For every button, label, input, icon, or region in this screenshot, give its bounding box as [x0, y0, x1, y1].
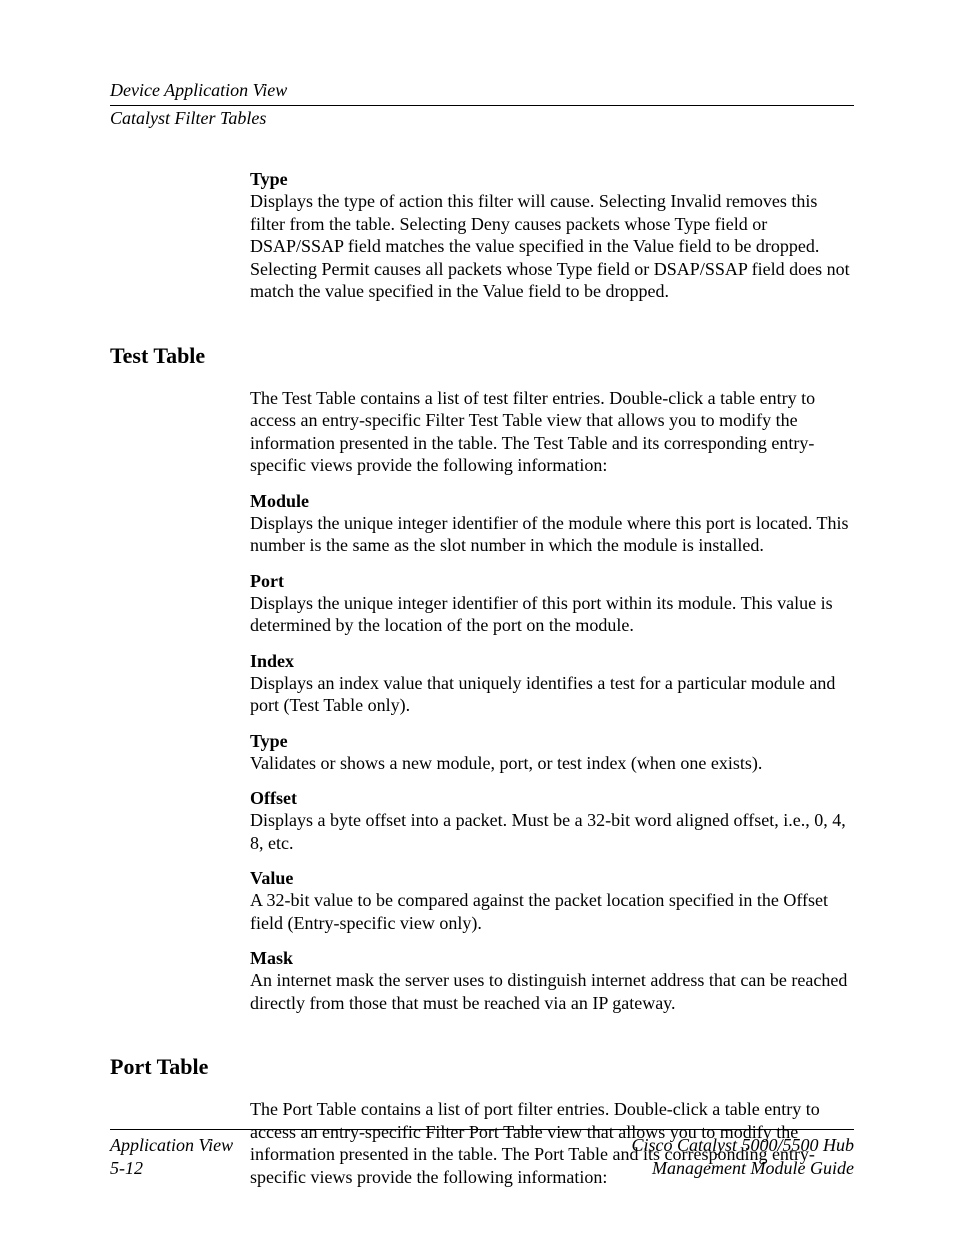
footer-left: Application View 5-12: [110, 1134, 233, 1179]
def-body-module: Displays the unique integer identifier o…: [250, 512, 854, 557]
port-table-heading: Port Table: [110, 1054, 854, 1080]
def-body-type: Validates or shows a new module, port, o…: [250, 752, 854, 775]
def-body-mask: An internet mask the server uses to dist…: [250, 969, 854, 1014]
test-table-heading: Test Table: [110, 343, 854, 369]
type-body: Displays the type of action this filter …: [250, 190, 854, 303]
footer-right-1: Cisco Catalyst 5000/5500 Hub: [631, 1134, 854, 1157]
header-top-line: Device Application View: [110, 80, 854, 103]
type-definition-block: Type Displays the type of action this fi…: [250, 169, 854, 303]
def-body-port: Displays the unique integer identifier o…: [250, 592, 854, 637]
def-term-value: Value: [250, 868, 854, 889]
header-bottom-line: Catalyst Filter Tables: [110, 108, 854, 129]
def-term-port: Port: [250, 571, 854, 592]
footer-left-1: Application View: [110, 1134, 233, 1157]
type-term: Type: [250, 169, 854, 190]
def-body-index: Displays an index value that uniquely id…: [250, 672, 854, 717]
footer-right: Cisco Catalyst 5000/5500 Hub Management …: [631, 1134, 854, 1179]
footer-left-2: 5-12: [110, 1157, 233, 1180]
def-term-index: Index: [250, 651, 854, 672]
footer-row: Application View 5-12 Cisco Catalyst 500…: [110, 1134, 854, 1179]
document-page: Device Application View Catalyst Filter …: [0, 0, 954, 1235]
def-body-offset: Displays a byte offset into a packet. Mu…: [250, 809, 854, 854]
def-term-offset: Offset: [250, 788, 854, 809]
header-rule: [110, 105, 854, 106]
test-table-defs: Module Displays the unique integer ident…: [250, 491, 854, 1015]
test-table-intro: The Test Table contains a list of test f…: [250, 387, 854, 477]
def-term-type: Type: [250, 731, 854, 752]
footer-right-2: Management Module Guide: [631, 1157, 854, 1180]
page-header: Device Application View Catalyst Filter …: [110, 80, 854, 129]
footer-rule: [110, 1129, 854, 1130]
page-footer: Application View 5-12 Cisco Catalyst 500…: [110, 1129, 854, 1179]
def-term-module: Module: [250, 491, 854, 512]
def-term-mask: Mask: [250, 948, 854, 969]
def-body-value: A 32-bit value to be compared against th…: [250, 889, 854, 934]
